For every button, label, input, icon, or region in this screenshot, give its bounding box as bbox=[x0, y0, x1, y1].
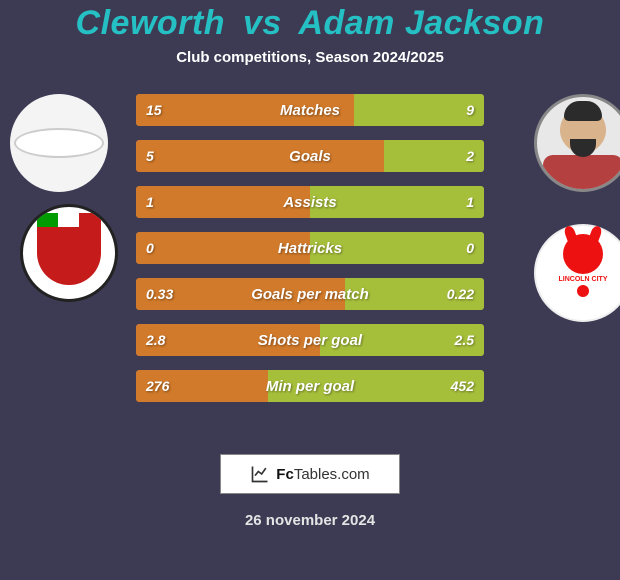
avatar-body-icon bbox=[543, 155, 620, 192]
stat-row: 2.8Shots per goal2.5 bbox=[136, 324, 484, 356]
comparison-infographic: Cleworth vs Adam Jackson Club competitio… bbox=[0, 0, 620, 580]
site-name: FcTables.com bbox=[276, 466, 369, 483]
stat-label: Min per goal bbox=[136, 378, 484, 395]
stat-row: 1Assists1 bbox=[136, 186, 484, 218]
stat-label: Goals bbox=[136, 148, 484, 165]
stat-bars: 15Matches9 5Goals2 1Assists1 0Hattricks0 0.3… bbox=[136, 94, 484, 416]
site-badge: FcTables.com bbox=[220, 454, 400, 494]
bar-overlay: 15Matches9 bbox=[136, 94, 484, 126]
stat-row: 5Goals2 bbox=[136, 140, 484, 172]
stat-row: 0.33Goals per match0.22 bbox=[136, 278, 484, 310]
bar-overlay: 2.8Shots per goal2.5 bbox=[136, 324, 484, 356]
crest-icon: LINCOLN CITY bbox=[548, 234, 618, 312]
subtitle: Club competitions, Season 2024/2025 bbox=[0, 49, 620, 66]
bar-overlay: 1Assists1 bbox=[136, 186, 484, 218]
page-title: Cleworth vs Adam Jackson bbox=[0, 4, 620, 43]
crest-icon bbox=[37, 221, 101, 285]
player1-club-badge bbox=[20, 204, 118, 302]
bar-overlay: 276Min per goal452 bbox=[136, 370, 484, 402]
stat-label: Matches bbox=[136, 102, 484, 119]
stat-row: 0Hattricks0 bbox=[136, 232, 484, 264]
date-label: 26 november 2024 bbox=[0, 512, 620, 529]
stat-label: Assists bbox=[136, 194, 484, 211]
player2-avatar bbox=[534, 94, 620, 192]
stat-label: Goals per match bbox=[136, 286, 484, 303]
player1-name: Cleworth bbox=[76, 4, 225, 42]
bar-overlay: 0Hattricks0 bbox=[136, 232, 484, 264]
avatar-head-icon bbox=[560, 107, 606, 153]
chart-icon bbox=[250, 464, 270, 484]
stat-label: Shots per goal bbox=[136, 332, 484, 349]
stat-label: Hattricks bbox=[136, 240, 484, 257]
player2-club-badge: LINCOLN CITY bbox=[534, 224, 620, 322]
placeholder-icon bbox=[14, 128, 104, 158]
bar-overlay: 5Goals2 bbox=[136, 140, 484, 172]
player2-name: Adam Jackson bbox=[298, 4, 544, 42]
player1-avatar bbox=[10, 94, 108, 192]
comparison-chart: LINCOLN CITY 15Matches9 5Goals2 1Assists1 0… bbox=[0, 94, 620, 434]
bar-overlay: 0.33Goals per match0.22 bbox=[136, 278, 484, 310]
stat-row: 276Min per goal452 bbox=[136, 370, 484, 402]
stat-row: 15Matches9 bbox=[136, 94, 484, 126]
vs-label: vs bbox=[243, 4, 282, 42]
